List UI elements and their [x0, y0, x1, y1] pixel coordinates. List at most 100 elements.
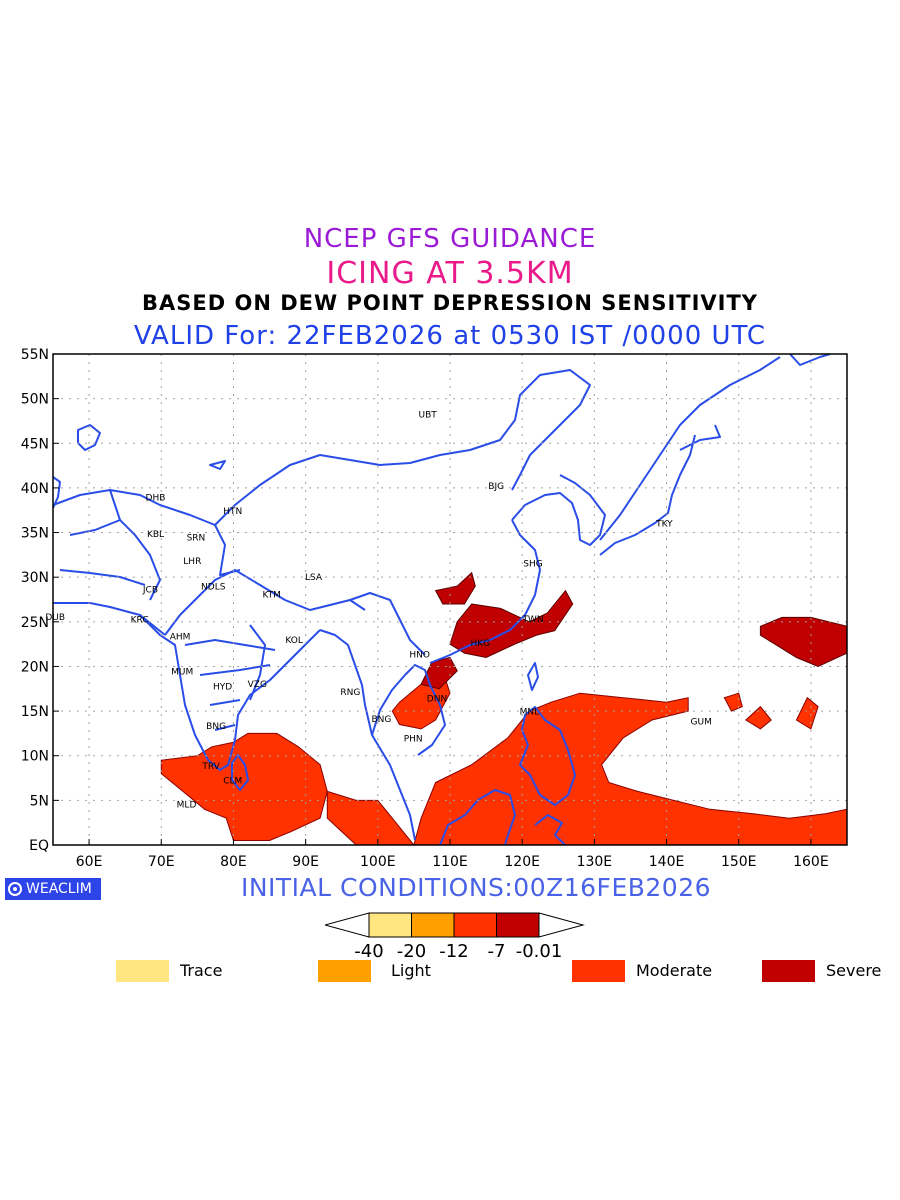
coast-russia-east [599, 354, 831, 541]
coast-south-china [429, 519, 541, 664]
y-tick-label: 20N [21, 659, 49, 675]
city-label: SHG [523, 559, 542, 569]
icing-region-severe [420, 656, 458, 690]
city-label: RNG [340, 688, 360, 698]
colorbar-box [453, 912, 497, 938]
legend-swatch-light [318, 960, 371, 982]
city-label: UBT [418, 410, 437, 420]
icing-region-moderate [160, 732, 328, 841]
city-label: MNL [520, 708, 540, 718]
icing-region-moderate [745, 705, 772, 730]
logo-text: WEACLIM [26, 881, 92, 897]
city-label: CLM [223, 776, 242, 786]
logo-circle-icon [8, 882, 22, 896]
x-tick-label: 100E [360, 854, 396, 870]
icing-region-severe [449, 589, 574, 659]
chart-title-line2: ICING AT 3.5KM [326, 256, 574, 291]
coast-borneo [439, 789, 516, 845]
y-tick-label: 5N [30, 793, 49, 809]
city-label: PHN [404, 734, 423, 744]
city-label: BJG [488, 482, 504, 492]
colorbar: -40 -20 -12 -7 -0.01 [325, 912, 585, 962]
weaclim-logo: WEACLIM [5, 878, 101, 900]
coast-india-west [139, 614, 236, 771]
colorbar-labels: -40 -20 -12 -7 -0.01 [354, 941, 562, 962]
y-tick-label: 40N [21, 481, 49, 497]
legend-label-light: Light [391, 961, 431, 980]
city-label: DHB [146, 493, 166, 503]
city-label: HNO [409, 651, 430, 661]
x-tick-label: 150E [721, 854, 757, 870]
border-china-southwest [214, 524, 426, 656]
grid-layer [53, 354, 847, 845]
city-label: HYD [213, 683, 232, 693]
chart-title-line3: BASED ON DEW POINT DEPRESSION SENSITIVIT… [142, 291, 758, 315]
city-label: MLD [177, 801, 197, 811]
city-label: HTN [223, 507, 242, 517]
coast-japan [599, 424, 721, 556]
y-tick-label: 35N [21, 526, 49, 542]
city-label: LHR [183, 557, 201, 567]
city-label: AHM [170, 633, 191, 643]
colorbar-label: -12 [439, 941, 468, 962]
city-label: LSA [305, 573, 323, 583]
city-label: BNG [206, 722, 226, 732]
y-tick-label: 45N [21, 436, 49, 452]
chart-title-valid-time: VALID For: 22FEB2026 at 0530 IST /0000 U… [133, 321, 767, 351]
city-label: TRV [201, 762, 220, 772]
y-tick-label: EQ [29, 838, 49, 854]
city-label: HKG [470, 639, 490, 649]
city-label: TKY [655, 519, 673, 529]
x-tick-label: 110E [432, 854, 468, 870]
y-tick-label: 50N [21, 392, 49, 408]
colorbar-label: -7 [488, 941, 506, 962]
initial-conditions-label: INITIAL CONDITIONS:00Z16FEB2026 [240, 873, 712, 902]
coast-srilanka [231, 754, 249, 791]
x-tick-label: 80E [220, 854, 247, 870]
border-central-asia [53, 489, 216, 601]
legend-swatch-severe [762, 960, 815, 982]
city-label: MUM [171, 667, 193, 677]
coast-korea-bohai [511, 474, 606, 546]
city-label: KOL [285, 636, 303, 646]
coast-lake-balkhash [209, 460, 226, 470]
legend-swatch-trace [116, 960, 169, 982]
colorbar-box [496, 912, 540, 938]
city-labels: UBT BJG TKY SHG TWN HKG HNO MNL GUM BNG PHN DNN LSA K… [45, 410, 712, 810]
coast-philippines [519, 706, 576, 806]
city-label: VZG [248, 680, 267, 690]
border-india-north [164, 569, 366, 636]
legend-label-trace: Trace [180, 961, 223, 980]
icing-region-moderate [723, 692, 743, 712]
x-tick-label: 90E [292, 854, 319, 870]
city-label: BNG [371, 715, 391, 725]
icing-region-moderate [326, 790, 415, 845]
city-label: JCB [142, 585, 158, 595]
city-label: KTM [262, 591, 280, 601]
coast-indochina [371, 664, 446, 756]
x-tick-label: 160E [793, 854, 829, 870]
city-label: KRC [131, 616, 149, 626]
city-label: SRN [187, 534, 206, 544]
x-axis-ticks: 60E 70E 80E 90E 100E 110E 120E 130E 140E 150E 160E [76, 839, 829, 870]
coast-sulawesi [534, 814, 566, 845]
icing-map: UBT BJG TKY SHG TWN HKG HNO MNL GUM BNG PHN DNN LSA K… [21, 347, 848, 870]
y-tick-label: 55N [21, 347, 49, 363]
city-label: KBL [147, 530, 164, 540]
y-tick-label: 15N [21, 704, 49, 720]
y-tick-label: 30N [21, 570, 49, 586]
y-axis-ticks: 55N 50N 45N 40N 35N 30N 25N 20N 15N 10N 5N EQ [21, 347, 59, 854]
colorbar-right-arrow [538, 912, 585, 938]
colorbar-box [411, 912, 455, 938]
city-label: DUB [45, 613, 65, 623]
colorbar-left-arrow [325, 912, 370, 938]
legend-label-moderate: Moderate [636, 961, 713, 980]
coast-india-east [234, 629, 321, 741]
city-label: DNN [427, 694, 447, 704]
chart-title-line1: NCEP GFS GUIDANCE [303, 224, 597, 254]
x-tick-label: 120E [504, 854, 540, 870]
y-tick-label: 25N [21, 615, 49, 631]
border-india-internal [184, 624, 276, 731]
city-label: NDLS [201, 583, 226, 593]
icing-region-moderate [795, 696, 819, 730]
